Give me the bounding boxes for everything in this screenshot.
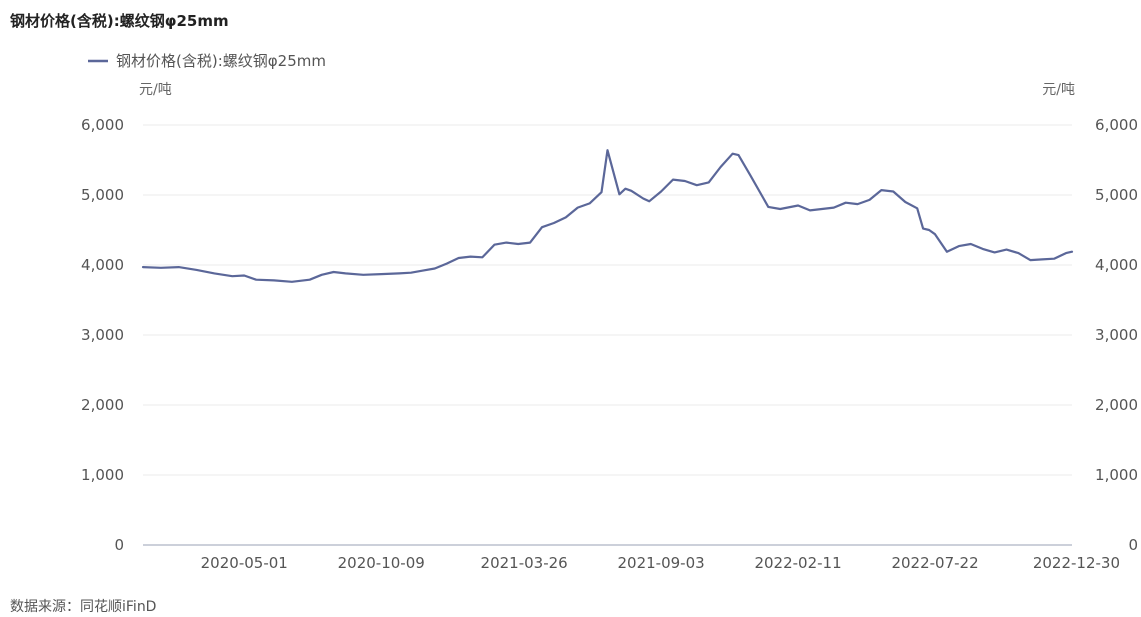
y-axis-right: 0 1,000 2,000 3,000 4,000 5,000 6,000 [1095,116,1138,554]
x-tick-labels: 2020-05-01 2020-10-09 2021-03-26 2021-09-03… [201,554,1120,572]
y-tick-label-left: 4,000 [81,256,124,274]
legend[interactable]: 钢材价格(含税):螺纹钢φ25mm [88,52,326,70]
y-tick-label-left: 3,000 [81,326,124,344]
y-tick-label-right: 0 [1128,536,1138,554]
y-unit-right: 元/吨 [1042,82,1075,98]
y-tick-label-right: 1,000 [1095,466,1138,484]
series-line[interactable] [141,149,1074,283]
chart-title: 钢材价格(含税):螺纹钢φ25mm [10,12,229,30]
y-tick-label-left: 1,000 [81,466,124,484]
axis-units: 元/吨 元/吨 [139,82,1075,98]
y-tick-label-right: 4,000 [1095,256,1138,274]
gridlines [143,124,1072,476]
y-tick-label-right: 2,000 [1095,396,1138,414]
y-tick-label-left: 6,000 [81,116,124,134]
y-tick-label-left: 2,000 [81,396,124,414]
y-tick-label-right: 6,000 [1095,116,1138,134]
plot-area [141,149,1074,283]
y-axis-left: 0 1,000 2,000 3,000 4,000 5,000 6,000 [81,116,124,554]
data-source-note: 数据来源：同花顺iFinD [10,599,157,615]
x-tick-label: 2022-12-30 [1033,554,1120,572]
legend-label: 钢材价格(含税):螺纹钢φ25mm [116,52,326,70]
x-tick-label: 2021-03-26 [481,554,568,572]
y-tick-label-left: 5,000 [81,186,124,204]
x-tick-label: 2022-02-11 [754,554,841,572]
x-tick-label: 2020-05-01 [201,554,288,572]
x-tick-label: 2021-09-03 [618,554,705,572]
y-tick-label-left: 0 [114,536,124,554]
x-tick-label: 2020-10-09 [338,554,425,572]
y-unit-left: 元/吨 [139,82,172,98]
x-tick-label: 2022-07-22 [891,554,978,572]
y-tick-label-right: 3,000 [1095,326,1138,344]
y-tick-label-right: 5,000 [1095,186,1138,204]
